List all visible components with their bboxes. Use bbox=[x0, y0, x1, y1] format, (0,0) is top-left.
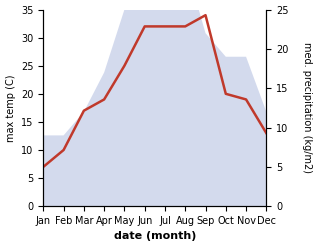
Y-axis label: med. precipitation (kg/m2): med. precipitation (kg/m2) bbox=[302, 42, 313, 173]
Y-axis label: max temp (C): max temp (C) bbox=[5, 74, 16, 142]
X-axis label: date (month): date (month) bbox=[114, 231, 196, 242]
